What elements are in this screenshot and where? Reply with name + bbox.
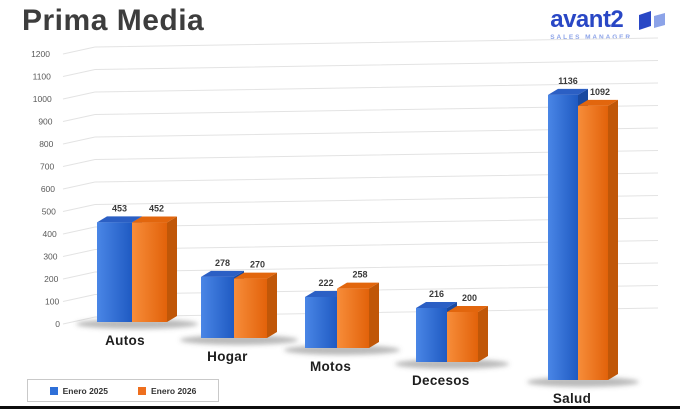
- bar-enero-2026-decesos-side: [478, 306, 488, 362]
- gridline-900: [62, 105, 659, 122]
- y-tick-label-700: 700: [40, 162, 54, 172]
- bar-enero-2025-hogar: [201, 276, 234, 338]
- gridline-1000: [62, 82, 659, 100]
- y-tick-label-0: 0: [55, 319, 60, 329]
- bar-enero-2025-salud-top: [548, 88, 588, 95]
- category-label-autos: Autos: [105, 333, 145, 348]
- bar-enero-2025-autos: [97, 222, 132, 322]
- bar-enero-2025-hogar-top: [201, 270, 244, 277]
- value-label-enero-2026-hogar: 270: [250, 260, 265, 270]
- legend-item-enero-2026: Enero 2026: [138, 386, 196, 396]
- gridline-400: [62, 217, 659, 235]
- bar-enero-2026-autos-side: [167, 216, 177, 322]
- logo-brand-text: avant2: [550, 6, 624, 33]
- value-label-enero-2025-motos: 222: [318, 278, 333, 288]
- bar-enero-2026-salud: [578, 105, 608, 381]
- bar-enero-2026-decesos-top: [447, 306, 488, 312]
- legend-label-enero-2026: Enero 2026: [151, 385, 197, 396]
- bar-enero-2026-hogar-top: [234, 272, 277, 279]
- bar-enero-2026-salud-side: [608, 99, 618, 381]
- y-tick-label-600: 600: [41, 184, 55, 194]
- bar-group-motos: 222 258 Motos: [284, 270, 400, 374]
- value-label-enero-2025-salud: 1136: [558, 76, 578, 86]
- bar-enero-2026-salud-top: [578, 99, 618, 106]
- y-tick-label-500: 500: [42, 207, 56, 217]
- value-label-enero-2025-hogar: 278: [215, 258, 230, 268]
- y-tick-label-1200: 1200: [31, 49, 50, 59]
- logo-mark-icon: [639, 11, 665, 30]
- bar-group-salud: 1136 1092 Salud: [527, 76, 639, 406]
- y-tick-label-100: 100: [45, 297, 59, 307]
- bar-enero-2025-motos: [305, 296, 337, 348]
- value-label-enero-2026-autos: 452: [149, 204, 164, 214]
- gridline-100: [62, 285, 659, 302]
- gridline-700: [62, 150, 659, 167]
- bar-enero-2025-decesos-top: [416, 302, 457, 308]
- category-label-hogar: Hogar: [207, 349, 248, 364]
- gridline-800: [62, 127, 659, 145]
- page-title: Prima Media: [22, 4, 205, 37]
- bar-enero-2026-autos-top: [132, 216, 177, 223]
- y-tick-label-800: 800: [39, 139, 53, 149]
- value-label-enero-2026-motos: 258: [352, 270, 367, 280]
- bar-enero-2025-decesos: [416, 308, 447, 362]
- brand-logo: avant2 SALES MANAGER: [550, 8, 668, 41]
- y-tick-label-200: 200: [44, 274, 58, 284]
- bar-enero-2025-motos-top: [305, 290, 347, 297]
- value-label-enero-2026-decesos: 200: [462, 293, 477, 303]
- bar-enero-2025-salud: [548, 94, 578, 380]
- chart-legend: Enero 2025 Enero 2026: [27, 379, 219, 402]
- value-label-enero-2026-salud: 1092: [590, 87, 610, 97]
- logo-text-block: avant2 SALES MANAGER: [550, 6, 632, 42]
- bar-enero-2026-decesos: [447, 312, 478, 362]
- bar-enero-2026-hogar: [234, 278, 267, 338]
- legend-item-enero-2025: Enero 2025: [49, 385, 108, 396]
- gridline-300: [62, 240, 659, 257]
- bar-group-hogar: 278 270 Hogar: [180, 258, 298, 364]
- value-label-enero-2025-autos: 453: [112, 203, 127, 213]
- gridline-200: [62, 262, 659, 280]
- y-tick-label-1000: 1000: [33, 94, 52, 104]
- bar-enero-2025-autos-top: [97, 216, 142, 223]
- bar-enero-2026-motos-top: [337, 282, 379, 289]
- bar-group-autos: 453 452 Autos: [76, 203, 198, 348]
- y-tick-label-300: 300: [43, 252, 57, 262]
- gridline-500: [62, 195, 659, 212]
- logo-tagline-text: SALES MANAGER: [550, 34, 632, 41]
- legend-swatch-enero-2026: [138, 386, 146, 395]
- gridline-600: [62, 172, 659, 190]
- gridline-1100: [62, 60, 659, 77]
- bar-enero-2026-autos: [132, 222, 167, 322]
- legend-label-enero-2025: Enero 2025: [62, 385, 108, 396]
- bar-enero-2026-motos: [337, 288, 369, 348]
- bar-group-decesos: 216 200 Decesos: [395, 289, 509, 388]
- category-label-decesos: Decesos: [412, 373, 470, 388]
- category-label-motos: Motos: [310, 359, 351, 374]
- y-tick-label-400: 400: [43, 229, 57, 239]
- legend-swatch-enero-2025: [49, 386, 58, 395]
- bar-enero-2026-hogar-side: [267, 272, 277, 338]
- bottom-rule: [0, 406, 680, 409]
- bar-enero-2026-motos-side: [369, 282, 379, 348]
- value-label-enero-2025-decesos: 216: [429, 289, 444, 299]
- gridline-1200: [62, 37, 659, 55]
- y-tick-label-900: 900: [38, 117, 52, 127]
- category-label-salud: Salud: [553, 391, 591, 406]
- y-tick-label-1100: 1100: [33, 72, 52, 82]
